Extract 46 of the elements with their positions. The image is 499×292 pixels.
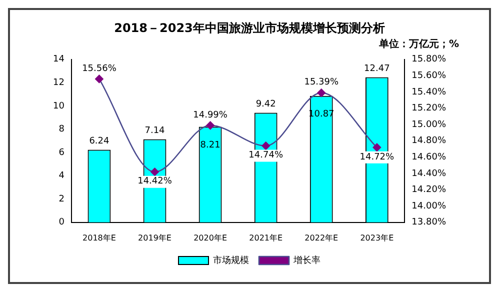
x-tick-label: 2018年E — [82, 233, 116, 242]
text: 单位：万亿元；% — [378, 38, 460, 51]
data-label: 14.42% — [138, 176, 172, 187]
y-tick-label: 12 — [53, 78, 64, 88]
x-tick-label: 2022年E — [304, 233, 338, 242]
y-tick-label: 10 — [53, 101, 65, 112]
y2-tick-label: 14.00% — [412, 201, 446, 212]
point — [150, 168, 159, 176]
point — [95, 74, 104, 84]
legend-label: 市场规模 — [213, 254, 249, 266]
y2-tick-label: 14.40% — [412, 168, 446, 179]
x-tick-label: 2020年E — [194, 233, 228, 242]
data-label: 9.42 — [256, 100, 276, 110]
data-label: 12.47 — [364, 64, 390, 74]
data-label: 14.74% — [248, 150, 284, 161]
data-label: 15.56% — [82, 64, 117, 74]
y2-tick-label: 14.20% — [412, 185, 446, 196]
y-tick-label: 14 — [53, 54, 65, 65]
data-label: 8.21 — [200, 140, 220, 151]
x-tick-label: 2023年E — [360, 233, 394, 242]
x-tick-label: 2021年E — [249, 233, 283, 242]
data-label: 7.14 — [144, 126, 166, 136]
point — [206, 121, 214, 130]
y2-tick-label: 14.60% — [412, 152, 446, 163]
data-label: 15.39% — [304, 78, 339, 88]
data-label: 6.24 — [89, 136, 110, 147]
y2-tick-label: 15.60% — [412, 71, 446, 82]
y2-tick-label: 14.80% — [412, 136, 446, 146]
data-label: 14.99% — [193, 110, 228, 120]
legend-label: 增长率 — [292, 254, 320, 266]
y2-tick-label: 15.80% — [412, 54, 446, 65]
y-tick-label: 6 — [58, 148, 65, 158]
point — [317, 88, 326, 97]
chart-title: 2018－2023年中国旅游业市场规模增长预测分析 — [113, 20, 386, 37]
y2-tick-label: 15.20% — [412, 104, 446, 114]
y2-tick-label: 15.40% — [412, 87, 446, 98]
y2-tick-label: 13.80% — [412, 218, 446, 228]
data-label: 14.72% — [360, 152, 395, 162]
point — [262, 142, 270, 150]
x-tick-label: 2019年E — [138, 233, 172, 242]
y-tick-label: 4 — [58, 171, 65, 182]
y-tick-label: 0 — [58, 218, 65, 228]
y-tick-label: 2 — [58, 194, 64, 204]
point — [372, 143, 382, 152]
y2-tick-label: 15.00% — [412, 120, 446, 130]
y-tick-label: 8 — [58, 124, 65, 135]
